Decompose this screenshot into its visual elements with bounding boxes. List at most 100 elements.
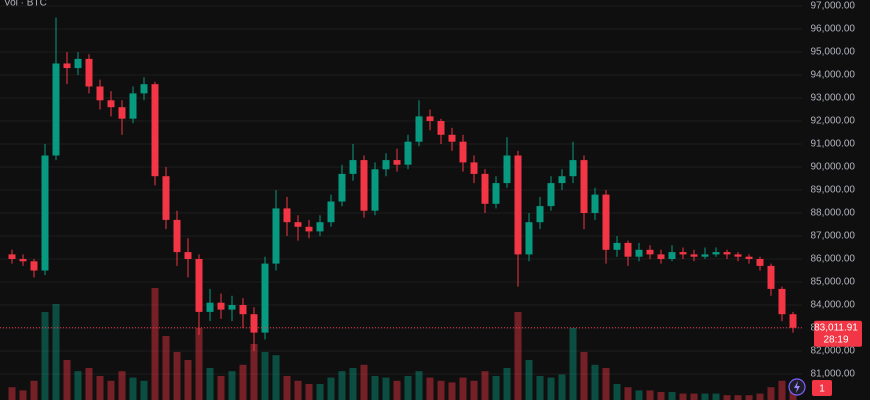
candle-body bbox=[283, 208, 291, 223]
candle-body bbox=[349, 160, 357, 174]
candle-body bbox=[118, 107, 126, 119]
volume-bar bbox=[140, 380, 148, 400]
volume-bar bbox=[217, 376, 225, 400]
y-tick-label: 89,000.00 bbox=[811, 185, 856, 196]
y-tick-label: 94,000.00 bbox=[811, 70, 856, 81]
candle-body bbox=[580, 160, 588, 213]
volume-bar bbox=[283, 376, 291, 400]
candle-body bbox=[756, 258, 764, 266]
y-tick-label: 87,000.00 bbox=[811, 231, 856, 242]
candle-body bbox=[294, 222, 302, 227]
y-tick-label: 93,000.00 bbox=[811, 93, 856, 104]
y-tick-label: 81,000.00 bbox=[811, 369, 856, 380]
volume-bar bbox=[96, 376, 104, 400]
candle-body bbox=[41, 155, 49, 271]
volume-bar bbox=[305, 384, 313, 400]
volume-bar bbox=[239, 364, 247, 400]
candle-body bbox=[723, 252, 731, 255]
indicator-label: Vol · BTC bbox=[4, 0, 47, 9]
candle-body bbox=[316, 222, 324, 232]
volume-bar bbox=[151, 288, 159, 400]
volume-bar bbox=[382, 377, 390, 400]
volume-bar bbox=[426, 377, 434, 400]
volume-bar bbox=[481, 371, 489, 400]
candle-body bbox=[393, 160, 401, 165]
badge-box bbox=[812, 380, 832, 396]
candle-body bbox=[140, 84, 148, 94]
volume-bar bbox=[173, 352, 181, 400]
volume-bar bbox=[536, 376, 544, 400]
candle-body bbox=[701, 254, 709, 257]
candle-body bbox=[613, 242, 621, 250]
y-tick-label: 97,000.00 bbox=[811, 1, 856, 12]
y-tick-label: 88,000.00 bbox=[811, 208, 856, 219]
candle-body bbox=[481, 173, 489, 204]
volume-bar bbox=[228, 371, 236, 400]
candle-body bbox=[426, 116, 434, 121]
candle-layer bbox=[0, 17, 804, 352]
candle-body bbox=[569, 160, 577, 177]
candle-body bbox=[151, 84, 159, 177]
candle-body bbox=[514, 155, 522, 255]
volume-bar bbox=[52, 304, 60, 400]
candle-body bbox=[184, 252, 192, 259]
volume-bar bbox=[723, 395, 731, 400]
candle-body bbox=[305, 226, 313, 232]
badge[interactable]: 1 bbox=[812, 380, 832, 396]
y-tick-label: 90,000.00 bbox=[811, 162, 856, 173]
candle-body bbox=[404, 141, 412, 165]
candle-body bbox=[448, 134, 456, 142]
y-tick-label: 92,000.00 bbox=[811, 116, 856, 127]
candle-body bbox=[371, 169, 379, 211]
volume-bar bbox=[184, 360, 192, 400]
candle-body bbox=[503, 155, 511, 184]
candle-body bbox=[635, 249, 643, 257]
volume-bar bbox=[734, 395, 742, 400]
candle-body bbox=[525, 222, 533, 255]
candle-body bbox=[668, 252, 676, 259]
candle-body bbox=[19, 258, 27, 262]
candle-body bbox=[624, 242, 632, 257]
volume-bar bbox=[316, 384, 324, 400]
volume-bar bbox=[349, 368, 357, 400]
volume-bar bbox=[162, 336, 170, 400]
volume-bar bbox=[74, 371, 82, 400]
volume-bar bbox=[591, 364, 599, 400]
candle-body bbox=[437, 120, 445, 135]
volume-bar bbox=[503, 368, 511, 400]
candle-body bbox=[261, 263, 269, 333]
volume-bar bbox=[195, 328, 203, 400]
volume-bar bbox=[514, 312, 522, 400]
candle-body bbox=[272, 208, 280, 264]
volume-bar bbox=[624, 387, 632, 400]
candle-body bbox=[789, 314, 797, 328]
candle-body bbox=[712, 252, 720, 255]
volume-bar bbox=[371, 376, 379, 400]
volume-bar bbox=[712, 393, 720, 400]
last-price-box bbox=[814, 320, 862, 347]
candle-body bbox=[591, 194, 599, 213]
candle-body bbox=[360, 160, 368, 211]
volume-bar bbox=[778, 380, 786, 400]
candle-body bbox=[107, 100, 115, 108]
volume-bar bbox=[701, 393, 709, 400]
candle-body bbox=[536, 206, 544, 223]
y-tick-label: 85,000.00 bbox=[811, 277, 856, 288]
volume-bar bbox=[646, 390, 654, 400]
lightning-button[interactable] bbox=[788, 378, 806, 396]
volume-bar bbox=[8, 387, 16, 400]
candle-body bbox=[327, 201, 335, 223]
volume-bar bbox=[470, 380, 478, 400]
candle-body bbox=[239, 305, 247, 315]
volume-bar bbox=[756, 393, 764, 400]
candle-body bbox=[85, 58, 93, 87]
countdown: 28:19 bbox=[823, 334, 848, 345]
badge-text: 1 bbox=[819, 384, 825, 395]
volume-bar bbox=[41, 312, 49, 400]
volume-bar bbox=[327, 377, 335, 400]
candle-body bbox=[646, 249, 654, 255]
candle-body bbox=[162, 176, 170, 220]
volume-bar bbox=[602, 368, 610, 400]
candle-body bbox=[470, 162, 478, 174]
candle-body bbox=[195, 258, 203, 312]
